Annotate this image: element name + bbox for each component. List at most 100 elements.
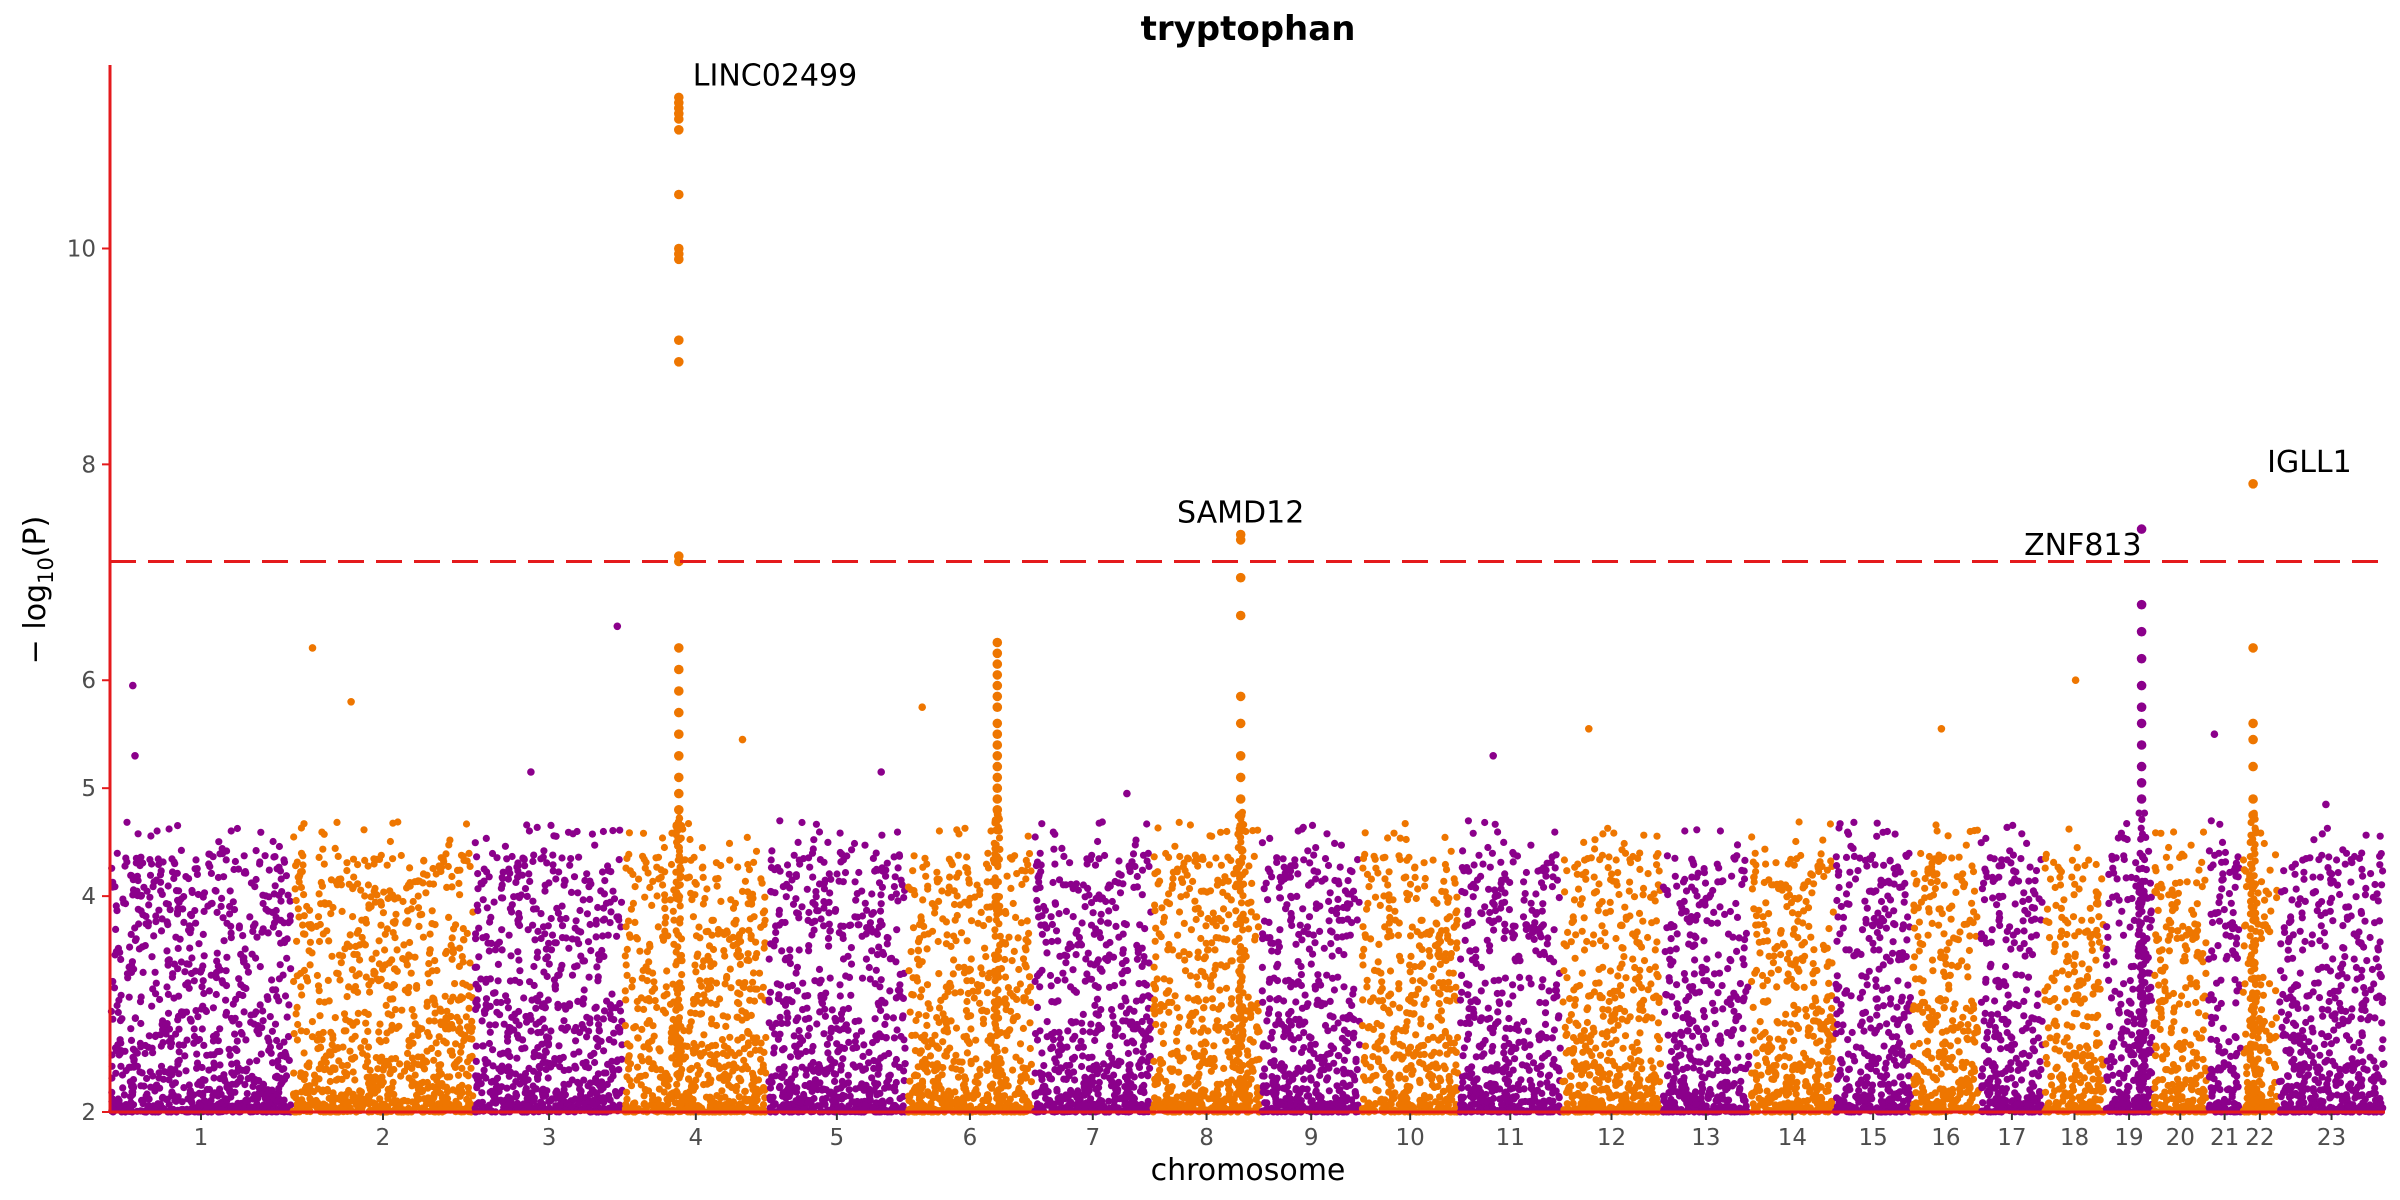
snp-point <box>735 1074 743 1082</box>
snp-point <box>778 947 786 955</box>
snp-point <box>609 887 617 895</box>
snp-point <box>833 1040 841 1048</box>
snp-point <box>818 1086 826 1094</box>
snp-point <box>610 1105 619 1113</box>
snp-point <box>222 1011 230 1019</box>
snp-point <box>580 1076 588 1084</box>
snp-point <box>729 942 737 950</box>
snp-point <box>1009 1066 1017 1074</box>
snp-point <box>554 1000 562 1009</box>
snp-point <box>514 916 522 925</box>
snp-point <box>713 882 721 890</box>
snp-point <box>767 856 775 864</box>
snp-point <box>276 961 284 969</box>
snp-point <box>210 1064 218 1072</box>
snp-point <box>1069 1035 1077 1043</box>
snp-point <box>1016 1077 1025 1085</box>
snp-point <box>772 928 780 937</box>
snp-point <box>520 856 528 864</box>
snp-point <box>537 910 545 918</box>
snp-point <box>294 1020 302 1029</box>
snp-point <box>152 990 160 998</box>
snp-point <box>1119 979 1127 987</box>
snp-point <box>143 887 151 895</box>
snp-point <box>200 952 208 960</box>
snp-point <box>113 849 121 857</box>
snp-point <box>316 1012 324 1020</box>
snp-point <box>117 1062 125 1070</box>
snp-point <box>767 888 776 896</box>
snp-point <box>498 1098 507 1106</box>
snp-point <box>526 978 534 986</box>
snp-point <box>534 1029 542 1037</box>
snp-point <box>418 1053 426 1061</box>
snp-point <box>1070 1053 1079 1061</box>
snp-point <box>1093 995 1101 1003</box>
snp-point <box>622 1100 630 1108</box>
snp-point <box>343 993 351 1001</box>
snp-point <box>179 1041 188 1049</box>
snp-point <box>621 987 629 995</box>
snp-point <box>1091 1001 1099 1010</box>
snp-point <box>348 1035 356 1043</box>
snp-point <box>823 1040 832 1048</box>
snp-point <box>292 896 300 905</box>
snp-point <box>349 1068 357 1076</box>
snp-point <box>327 1028 335 1036</box>
snp-point <box>190 1025 198 1033</box>
snp-point <box>923 981 932 989</box>
snp-point <box>456 866 464 874</box>
snp-point <box>315 987 323 995</box>
snp-point <box>625 1052 633 1060</box>
snp-point <box>1101 851 1109 860</box>
snp-point <box>969 1094 978 1102</box>
snp-point <box>622 961 630 969</box>
snp-point <box>733 998 742 1007</box>
snp-point <box>195 940 203 948</box>
snp-point <box>130 1063 138 1071</box>
snp-point <box>637 994 645 1002</box>
snp-point <box>239 932 247 940</box>
snp-point <box>303 902 311 911</box>
snp-point <box>948 1064 956 1072</box>
snp-point <box>634 1034 642 1042</box>
snp-point <box>148 860 156 868</box>
snp-point <box>653 1003 661 1012</box>
snp-point <box>567 855 575 863</box>
snp-point <box>1081 903 1089 911</box>
snp-point <box>778 1046 787 1054</box>
snp-point <box>617 923 625 931</box>
snp-point <box>194 1013 202 1021</box>
snp-point <box>327 910 335 918</box>
snp-point <box>375 1036 383 1044</box>
snp-point <box>861 1065 870 1073</box>
snp-point <box>525 870 533 878</box>
snp-point <box>744 1041 752 1050</box>
snp-point <box>768 847 776 855</box>
snp-point <box>984 864 993 872</box>
snp-point <box>741 1087 749 1096</box>
snp-point <box>429 994 437 1002</box>
snp-point <box>600 915 609 923</box>
snp-point <box>796 1034 804 1042</box>
snp-point <box>150 932 158 940</box>
snp-point <box>343 859 351 867</box>
snp-point <box>446 836 454 844</box>
snp-point <box>425 949 434 957</box>
snp-point <box>907 948 915 956</box>
snp-point <box>384 894 392 903</box>
snp-point <box>918 1079 927 1087</box>
snp-point <box>560 1085 568 1094</box>
snp-point <box>592 916 600 924</box>
snp-point <box>532 905 540 913</box>
snp-point <box>251 1076 259 1084</box>
snp-point <box>637 1053 645 1061</box>
snp-point <box>1094 837 1102 846</box>
snp-point <box>670 916 678 924</box>
snp-point <box>376 1057 384 1065</box>
snp-point <box>721 980 729 988</box>
snp-point <box>667 860 676 869</box>
snp-point <box>331 844 339 853</box>
snp-point <box>370 967 378 975</box>
snp-point <box>233 1037 241 1045</box>
